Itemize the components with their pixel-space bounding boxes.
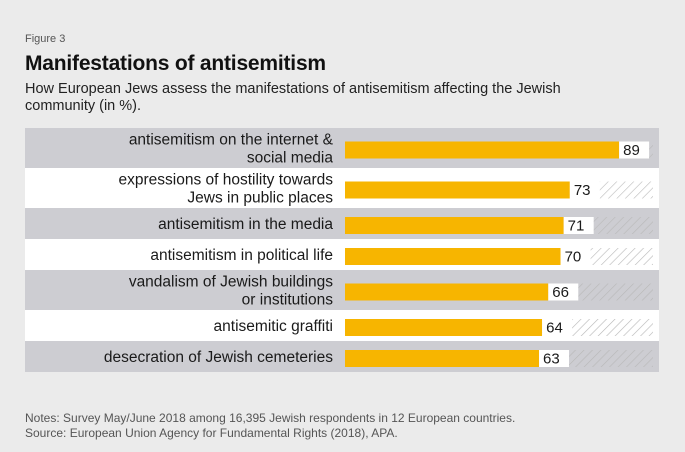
bar-value-label: 89 — [623, 142, 640, 159]
category-label: social media — [247, 150, 334, 167]
category-label: antisemitism in political life — [150, 247, 333, 264]
bar-value-label: 70 — [565, 249, 582, 266]
bar-6 — [345, 319, 543, 336]
category-label: Jews in public places — [187, 190, 333, 207]
figure-label: Figure 3 — [25, 33, 66, 45]
bar-3 — [345, 217, 564, 234]
bar-value-label: 63 — [543, 351, 560, 368]
bar-value-box — [542, 319, 573, 336]
bar-7 — [345, 350, 540, 367]
bar-5 — [345, 283, 549, 301]
bar-1 — [345, 141, 620, 159]
category-label: antisemitic graffiti — [214, 318, 333, 335]
bar-value-box — [619, 141, 650, 159]
notes-survey: Notes: Survey May/June 2018 among 16,395… — [25, 411, 516, 425]
chart-title: Manifestations of antisemitism — [25, 52, 326, 75]
bar-4 — [345, 248, 561, 265]
bar-value-label: 73 — [574, 182, 591, 199]
category-label: or institutions — [242, 292, 334, 309]
bar-value-box — [563, 217, 594, 234]
bar-value-label: 71 — [568, 218, 585, 235]
bar-value-box — [569, 181, 600, 199]
category-label: vandalism of Jewish buildings — [129, 274, 333, 291]
notes-source: Source: European Union Agency for Fundam… — [25, 426, 398, 440]
category-label: expressions of hostility towards — [118, 172, 333, 189]
notes: Notes: Survey May/June 2018 among 16,395… — [25, 411, 515, 441]
bar-value-label: 66 — [552, 284, 569, 301]
category-label: antisemitism on the internet & — [129, 132, 334, 149]
category-label: antisemitism in the media — [158, 216, 333, 233]
bar-value-box — [539, 350, 570, 367]
bar-value-label: 64 — [546, 320, 563, 337]
chart-subtitle: How European Jews assess the manifestati… — [25, 81, 561, 114]
bar-2 — [345, 181, 570, 199]
bar-value-box — [548, 283, 579, 301]
category-label: desecration of Jewish cemeteries — [104, 349, 333, 366]
bar-chart: 89 antisemitism on the internet &social m… — [25, 128, 659, 372]
bar-value-box — [560, 248, 591, 265]
